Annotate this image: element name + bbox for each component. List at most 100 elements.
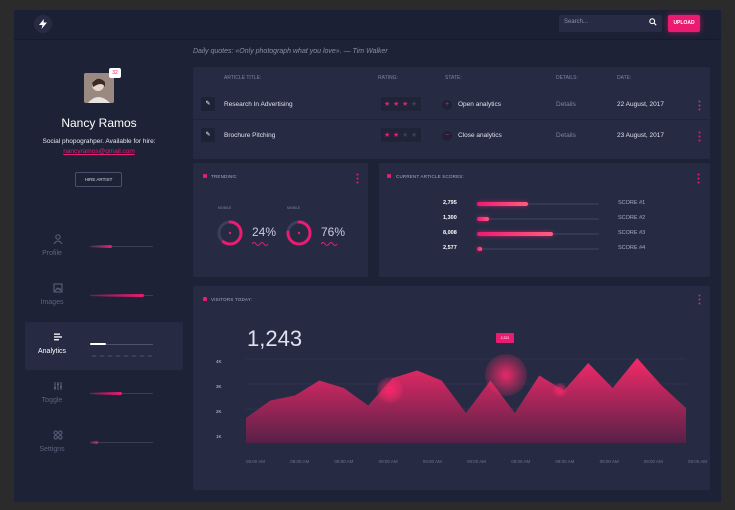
pencil-icon[interactable]: ✎ (201, 97, 215, 111)
x-tick-label: 09:00 AM (688, 459, 708, 464)
bolt-icon[interactable] (34, 15, 52, 33)
star-icon: ★ (384, 101, 391, 108)
score-bar (477, 232, 599, 236)
toggle-progress (90, 392, 153, 395)
sidebar-item-label: Images (40, 299, 64, 306)
profile-name: Nancy Ramos (61, 116, 137, 130)
more-options-icon[interactable] (356, 173, 359, 184)
y-tick-label: 4K (216, 359, 222, 364)
analytics-dots (90, 355, 154, 357)
list-icon (54, 333, 62, 341)
sidebar-item-profile[interactable]: Profile (25, 224, 183, 272)
column-header-date: DATE: (617, 75, 632, 81)
profile-description: Social phopograhper. Available for hire: (42, 138, 156, 145)
sidebar-item-label: Analytics (37, 348, 66, 355)
star-icon: ★ (393, 101, 400, 108)
visitors-card: VISITORS TODAY: 1,243 4K 3K 2K 1K (193, 286, 710, 490)
profile-progress (90, 245, 153, 248)
card-dot-icon (203, 174, 207, 178)
open-analytics-button[interactable]: + (442, 100, 452, 110)
avatar[interactable] (84, 73, 114, 103)
gauge-label: MOBILE (287, 206, 301, 210)
search-icon[interactable] (649, 18, 657, 26)
scores-card: CURRENT ARTICLE SCORES: 2,795 SCORE #1 1… (379, 163, 710, 277)
gauge-value: 24% (252, 225, 277, 239)
articles-table: ARTICLE TITLE: RATING: STATE: DETAILS: D… (193, 67, 710, 159)
article-state[interactable]: Open analytics (458, 101, 501, 108)
x-tick-label: 09:00 AM (246, 459, 266, 464)
search-input[interactable]: Search... (559, 15, 662, 32)
article-title: Brochure Pitching (224, 132, 276, 139)
y-tick-label: 3K (216, 384, 222, 389)
images-progress (90, 294, 153, 297)
card-title: CURRENT ARTICLE SCORES: (396, 174, 464, 179)
score-bar (477, 202, 599, 206)
app-frame: Search... UPLOAD 32 Nancy Ramos Social p… (14, 10, 721, 502)
score-bar (477, 217, 599, 221)
close-analytics-button[interactable]: − (442, 131, 452, 141)
column-header-rating: RATING: (378, 75, 398, 81)
pencil-icon[interactable]: ✎ (201, 128, 215, 142)
gauge-label: MOBILE (218, 206, 232, 210)
sidebar-item-label: Toggle (41, 397, 63, 404)
image-icon (53, 283, 63, 293)
profile-email-link[interactable]: nancyramos@gmail.com (63, 148, 135, 155)
notification-badge[interactable]: 32 (109, 68, 121, 78)
settings-progress (90, 441, 153, 444)
more-options-icon[interactable] (698, 100, 701, 111)
score-label: SCORE #4 (618, 245, 646, 251)
x-tick-label: 09:00 AM (599, 459, 619, 464)
sidebar-item-label: Profile (42, 250, 62, 257)
rating-stars[interactable]: ★ ★ ★ ★ (381, 97, 421, 111)
grid-icon (53, 430, 63, 440)
details-link[interactable]: Details (556, 132, 576, 139)
hire-artist-button[interactable]: HIRE ARTIST (75, 172, 122, 187)
chart-tooltip: 2,321 (496, 333, 514, 343)
article-date: 23 August, 2017 (617, 132, 664, 139)
sidebar-item-settings[interactable]: Settigns (25, 420, 183, 468)
table-row[interactable]: ✎ Brochure Pitching ★ ★ ★ ★ − Close anal… (193, 121, 709, 151)
analytics-progress (90, 343, 153, 345)
star-icon: ★ (411, 101, 418, 108)
score-value: 2,795 (443, 200, 457, 206)
top-bar: Search... UPLOAD (14, 10, 721, 40)
score-value: 1,300 (443, 215, 457, 221)
x-tick-label: 09:00 AM (290, 459, 310, 464)
x-tick-label: 09:00 AM (643, 459, 663, 464)
table-row[interactable]: ✎ Research In Advertising ★ ★ ★ ★ + Open… (193, 90, 709, 120)
x-tick-label: 09:00 AM (422, 459, 442, 464)
score-label: SCORE #3 (618, 230, 646, 236)
score-value: 8,008 (443, 230, 457, 236)
score-value: 2,577 (443, 245, 457, 251)
sidebar-item-toggle[interactable]: Toggle (25, 371, 183, 419)
column-header-title: ARTICLE TITLE: (224, 75, 262, 81)
x-tick-label: 09:00 AM (334, 459, 354, 464)
sidebar-item-images[interactable]: Images (25, 273, 183, 321)
star-icon: ★ (402, 132, 409, 139)
gauge-value: 76% (321, 225, 346, 239)
more-options-icon[interactable] (698, 131, 701, 142)
sidebar: 32 Nancy Ramos Social phopograhper. Avai… (14, 41, 192, 502)
sidebar-item-analytics[interactable]: Analytics (25, 322, 183, 370)
trending-card: TRENDING: MOBILE 24% MOBILE 76% (193, 163, 368, 277)
card-dot-icon (203, 297, 207, 301)
article-date: 22 August, 2017 (617, 101, 664, 108)
details-link[interactable]: Details (556, 101, 576, 108)
wave-icon (252, 242, 269, 246)
upload-button[interactable]: UPLOAD (668, 15, 700, 32)
visitors-total: 1,243 (247, 326, 303, 351)
column-header-details: DETAILS: (556, 75, 578, 81)
score-label: SCORE #2 (618, 215, 646, 221)
star-icon: ★ (393, 132, 400, 139)
card-title: TRENDING: (211, 174, 238, 179)
column-header-state: STATE: (445, 75, 462, 81)
more-options-icon[interactable] (698, 294, 701, 305)
article-state[interactable]: Close analytics (458, 132, 502, 139)
gauge-mobile-2 (286, 220, 312, 246)
card-title: VISITORS TODAY: (211, 297, 253, 302)
more-options-icon[interactable] (697, 173, 700, 184)
user-icon (53, 234, 63, 244)
rating-stars[interactable]: ★ ★ ★ ★ (381, 128, 421, 142)
visitors-area (246, 358, 686, 443)
x-tick-label: 09:00 AM (467, 459, 487, 464)
